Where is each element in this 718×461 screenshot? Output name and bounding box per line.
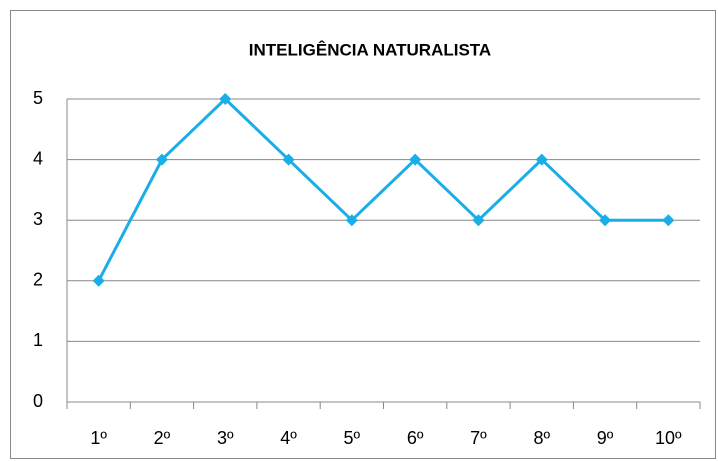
x-tick-label: 4º: [280, 428, 297, 448]
y-tick-label: 2: [33, 270, 43, 290]
y-tick-label: 1: [33, 330, 43, 350]
x-tick-label: 1º: [90, 428, 107, 448]
data-point: [155, 153, 168, 166]
data-point: [282, 153, 295, 166]
x-tick-label: 2º: [154, 428, 171, 448]
x-tick-label: 9º: [597, 428, 614, 448]
x-tick-label: 5º: [344, 428, 361, 448]
y-tick-label: 4: [33, 148, 43, 168]
data-point: [662, 214, 675, 227]
chart-title: INTELIGÊNCIA NATURALISTA: [249, 40, 491, 59]
x-tick-label: 3º: [217, 428, 234, 448]
x-tick-label: 6º: [407, 428, 424, 448]
data-point: [472, 214, 485, 227]
y-tick-label: 3: [33, 209, 43, 229]
x-tick-label: 7º: [470, 428, 487, 448]
data-point: [535, 153, 548, 166]
data-point: [92, 274, 105, 287]
x-tick-label: 10º: [655, 428, 682, 448]
chart-frame: [10, 10, 716, 459]
y-tick-label: 0: [33, 391, 43, 411]
data-point: [345, 214, 358, 227]
data-point: [599, 214, 612, 227]
data-line: [97, 97, 669, 282]
data-point: [409, 153, 422, 166]
x-tick-label: 8º: [533, 428, 550, 448]
data-point: [219, 93, 232, 105]
y-tick-label: 5: [33, 88, 43, 108]
